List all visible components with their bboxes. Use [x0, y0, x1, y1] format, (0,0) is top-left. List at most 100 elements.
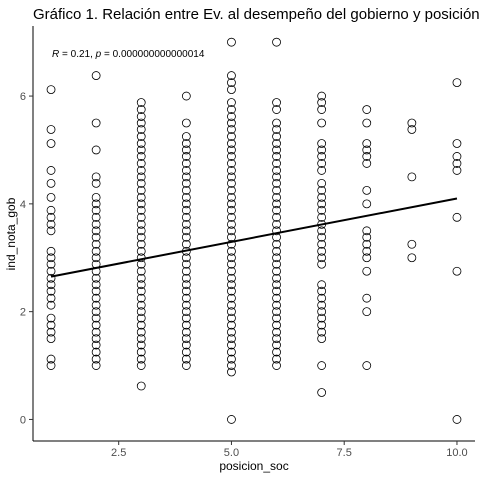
- data-point: [46, 246, 56, 256]
- data-point: [227, 71, 236, 80]
- data-point: [181, 212, 191, 222]
- data-point: [136, 347, 146, 357]
- data-point: [317, 307, 327, 317]
- data-point: [272, 212, 281, 222]
- data-point: [227, 334, 236, 344]
- data-point: [46, 212, 56, 222]
- data-point: [46, 226, 56, 236]
- y-axis-ticks: 0 2 4 6: [20, 91, 33, 426]
- chart-title: Gráfico 1. Relación entre Ev. al desempe…: [33, 6, 480, 23]
- data-point: [181, 172, 191, 182]
- data-point: [91, 226, 101, 236]
- data-point: [272, 354, 281, 364]
- data-point: [46, 313, 56, 323]
- data-point: [136, 307, 146, 317]
- data-point: [227, 361, 236, 370]
- data-point: [136, 340, 146, 350]
- data-point: [181, 226, 191, 236]
- data-point: [272, 199, 281, 209]
- data-point: [181, 293, 191, 303]
- data-point: [227, 152, 236, 161]
- data-point: [272, 205, 281, 215]
- data-point: [362, 246, 372, 256]
- data-point: [317, 313, 327, 323]
- x-tick-label: 10.0: [446, 447, 467, 459]
- annotation-p-value: = 0.000000000000014: [101, 49, 205, 60]
- data-point: [272, 327, 281, 337]
- data-point: [136, 205, 146, 215]
- data-point: [181, 280, 191, 290]
- data-point: [227, 266, 236, 276]
- data-point: [91, 253, 101, 263]
- data-point: [227, 273, 236, 283]
- data-point: [272, 361, 281, 370]
- data-point: [317, 232, 327, 242]
- data-point: [136, 219, 146, 229]
- data-point: [272, 139, 281, 148]
- data-point: [452, 159, 462, 168]
- data-point: [362, 266, 372, 276]
- data-point: [227, 78, 236, 87]
- data-point: [272, 239, 281, 249]
- data-point: [136, 98, 146, 107]
- data-point: [136, 354, 146, 364]
- data-point: [317, 152, 327, 161]
- data-point: [452, 166, 462, 175]
- data-point: [362, 307, 372, 317]
- data-point: [362, 185, 372, 195]
- data-point: [91, 118, 101, 128]
- data-point: [181, 232, 191, 242]
- data-points: [46, 37, 462, 424]
- data-point: [317, 259, 327, 269]
- data-point: [136, 334, 146, 344]
- data-point: [136, 232, 146, 242]
- x-tick-label: 5.0: [224, 447, 239, 459]
- data-point: [46, 293, 56, 303]
- data-point: [227, 125, 236, 134]
- data-point: [362, 145, 372, 155]
- data-point: [91, 232, 101, 242]
- data-point: [181, 199, 191, 209]
- data-point: [181, 266, 191, 276]
- data-point: [272, 98, 281, 107]
- data-point: [136, 273, 146, 283]
- data-point: [181, 205, 191, 215]
- data-point: [181, 239, 191, 249]
- data-point: [272, 313, 281, 323]
- data-point: [362, 293, 372, 303]
- data-point: [227, 280, 236, 290]
- data-point: [227, 246, 236, 256]
- data-point: [91, 192, 101, 202]
- data-point: [91, 354, 101, 364]
- data-point: [136, 105, 146, 114]
- data-point: [407, 125, 417, 134]
- data-point: [317, 139, 327, 148]
- data-point: [272, 185, 281, 195]
- data-point: [136, 192, 146, 202]
- data-point: [227, 313, 236, 323]
- data-point: [136, 212, 146, 222]
- data-point: [136, 199, 146, 209]
- data-point: [362, 253, 372, 263]
- data-point: [46, 266, 56, 276]
- data-point: [317, 105, 327, 114]
- data-point: [181, 273, 191, 283]
- data-point: [91, 300, 101, 310]
- data-point: [452, 212, 462, 222]
- data-point: [317, 253, 327, 263]
- data-point: [227, 347, 236, 357]
- data-point: [272, 118, 281, 128]
- data-point: [272, 307, 281, 317]
- data-point: [181, 354, 191, 364]
- data-point: [46, 259, 56, 269]
- data-point: [317, 166, 327, 175]
- data-point: [317, 205, 327, 215]
- data-point: [227, 98, 236, 107]
- y-tick-label: 4: [20, 199, 26, 211]
- data-point: [181, 192, 191, 202]
- data-point: [91, 273, 101, 283]
- data-point: [407, 253, 417, 263]
- data-point: [272, 273, 281, 283]
- data-point: [317, 320, 327, 330]
